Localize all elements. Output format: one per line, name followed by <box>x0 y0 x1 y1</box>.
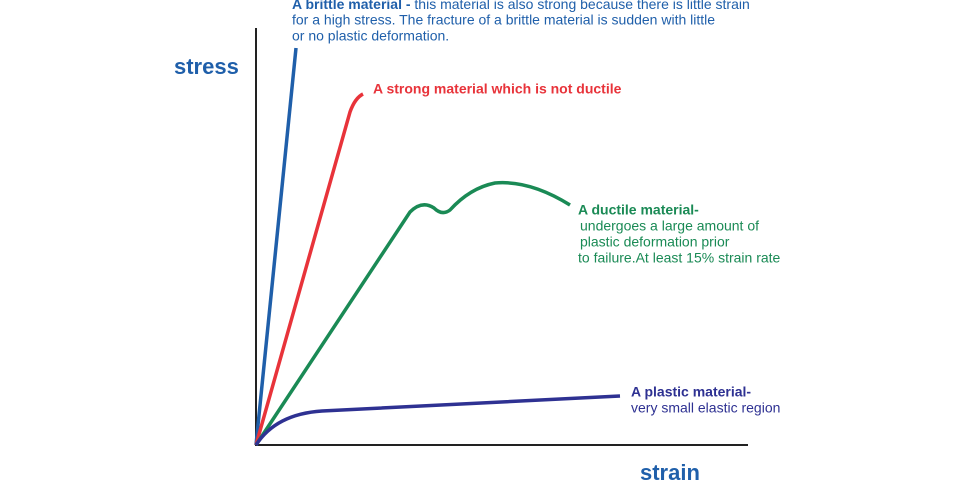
strong-title: A strong material which is not ductile <box>373 81 622 97</box>
ductile-curve <box>254 180 571 446</box>
ductile-text: undergoes a large amount of <box>580 218 759 234</box>
brittle-text: for a high stress. The fracture of a bri… <box>292 12 715 28</box>
strong-curve <box>254 92 364 446</box>
plastic-title: A plastic material- <box>631 384 751 400</box>
plastic-text: very small elastic region <box>631 400 780 416</box>
brittle-text: this material is also strong because the… <box>414 0 749 12</box>
plastic-curve <box>254 394 621 446</box>
ductile-title: A ductile material- <box>578 202 699 218</box>
brittle-text: or no plastic deformation. <box>292 28 449 44</box>
brittle-title: A brittle material - <box>292 0 411 12</box>
ductile-text: plastic deformation prior <box>580 234 730 250</box>
ductile-text: to failure.At least 15% strain rate <box>578 250 781 266</box>
y-axis-label: stress <box>174 54 239 79</box>
x-axis-label: strain <box>640 460 700 485</box>
brittle-curve <box>254 47 298 446</box>
brittle-annotation: A brittle material - this material is al… <box>292 0 750 12</box>
